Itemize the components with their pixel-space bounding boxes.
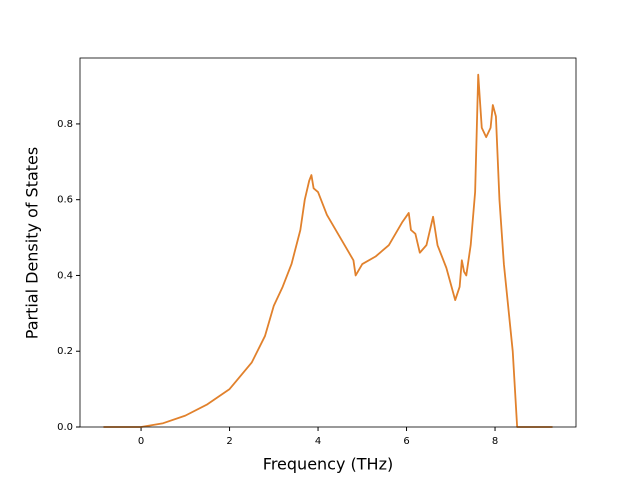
- y-tick-label: 0.0: [57, 422, 73, 433]
- x-tick-label: 6: [403, 436, 409, 447]
- y-tick-label: 0.4: [57, 270, 73, 281]
- x-axis-label: Frequency (THz): [263, 455, 393, 474]
- x-tick-label: 4: [315, 436, 321, 447]
- x-tick-label: 0: [138, 436, 144, 447]
- plot-frame: [79, 57, 577, 428]
- y-axis-label: Partial Density of States: [23, 147, 42, 339]
- x-tick-label: 2: [226, 436, 232, 447]
- x-tick-label: 8: [492, 436, 498, 447]
- y-tick-label: 0.2: [57, 346, 73, 357]
- y-tick-label: 0.6: [57, 195, 73, 206]
- line: [103, 73, 553, 428]
- y-tick-label: 0.8: [57, 119, 73, 130]
